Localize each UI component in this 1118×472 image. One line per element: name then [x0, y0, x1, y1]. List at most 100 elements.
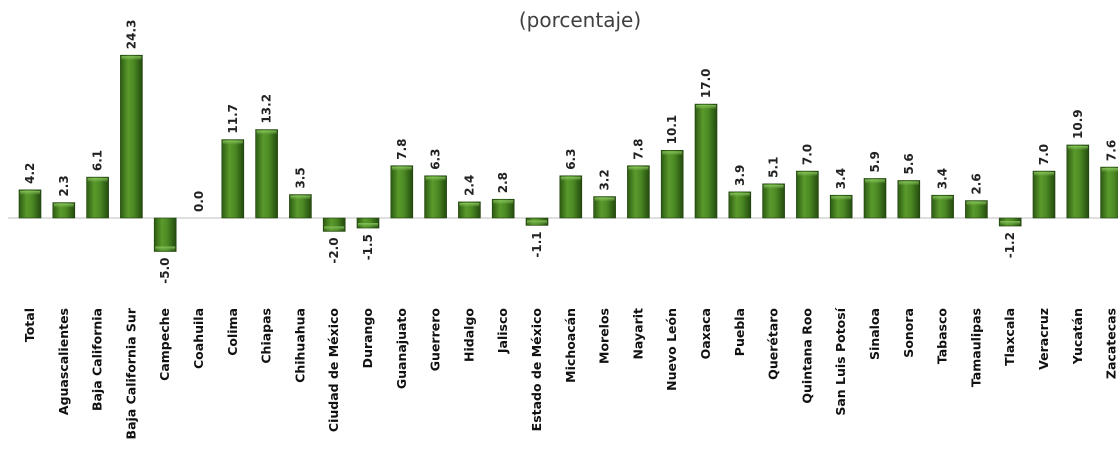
bar-highlight [459, 202, 480, 207]
value-label: 11.7 [226, 104, 240, 134]
bar-highlight [53, 203, 74, 208]
category-label: Baja California [90, 308, 105, 411]
bar [593, 196, 616, 219]
bar-group: 10.1 Nuevo León [660, 115, 684, 391]
bar-highlight [628, 166, 649, 171]
value-label: 24.3 [124, 20, 138, 50]
bar [796, 170, 819, 219]
bar [289, 194, 312, 219]
bar-group: -1.5 Durango [356, 217, 380, 369]
value-label: 6.3 [564, 149, 578, 170]
bar-group: 11.7 Colima [221, 104, 245, 356]
bar-highlight [358, 223, 378, 228]
value-label: 2.3 [57, 175, 71, 196]
value-label: 3.5 [293, 167, 307, 188]
category-label: Ciudad de México [326, 308, 341, 432]
category-label: Chihuahua [292, 308, 307, 383]
bar [1032, 170, 1056, 219]
bar-highlight [1101, 168, 1118, 173]
bar [255, 129, 278, 219]
category-label: Sinaloa [867, 308, 882, 360]
bar-highlight [391, 166, 412, 171]
value-label: 7.0 [1037, 144, 1051, 165]
category-label: Nuevo León [664, 308, 679, 391]
bar-group: 13.2 Chiapas [255, 94, 278, 364]
value-label: 3.4 [936, 168, 950, 189]
bar-highlight [256, 130, 277, 135]
value-label: 17.0 [699, 68, 713, 98]
category-label: Nayarit [630, 308, 645, 360]
category-label: Sonora [901, 308, 916, 358]
bar-group: 7.8 Guanajuato [390, 138, 414, 390]
bar-highlight [662, 151, 683, 156]
bar-highlight [560, 176, 581, 181]
bar-group: 2.8 Jalisco [491, 172, 515, 354]
bar [356, 217, 380, 229]
bar [86, 176, 109, 219]
bar-highlight [222, 140, 243, 145]
bar [863, 178, 887, 219]
bar-highlight [966, 201, 987, 206]
bar-highlight [831, 196, 852, 201]
bar [829, 194, 853, 219]
category-label: Guanajuato [394, 308, 409, 390]
value-label: 4.2 [23, 163, 37, 184]
category-label: Zacatecas [1104, 308, 1118, 379]
bar [694, 103, 718, 219]
category-label: Michoacán [563, 308, 578, 383]
category-label: Chiapas [259, 308, 274, 364]
bar [1066, 144, 1090, 219]
bar-group: 0.0 Coahuila [191, 191, 206, 369]
value-label: 7.8 [395, 138, 409, 159]
bar-highlight [1000, 221, 1021, 226]
value-label: 6.1 [91, 150, 105, 171]
category-label: Durango [360, 308, 375, 369]
bar [728, 191, 752, 219]
bar-highlight [121, 56, 142, 61]
bar-highlight [763, 184, 784, 189]
category-label: Baja California Sur [123, 307, 138, 439]
category-label: Tabasco [935, 308, 950, 365]
value-label: 5.6 [902, 153, 916, 174]
bar-highlight [425, 176, 446, 181]
category-label: Oaxaca [698, 308, 713, 359]
bar [1100, 166, 1118, 219]
bar-group: 6.3 Michoacán [559, 149, 583, 383]
category-label: Veracruz [1036, 308, 1051, 370]
bar [660, 150, 684, 219]
bar [120, 54, 143, 219]
bar-highlight [493, 200, 514, 205]
value-label: 2.6 [969, 173, 983, 194]
bar-highlight [324, 226, 345, 231]
bar-group: 7.8 Nayarit [627, 138, 650, 360]
bar-group: 7.0 Quintana Roo [796, 144, 819, 404]
category-label: Querétaro [766, 308, 781, 380]
bar-highlight [87, 178, 108, 183]
bar-group: 2.6 Tamaulipas [965, 173, 988, 387]
bar-highlight [1067, 145, 1088, 150]
value-label: 10.9 [1071, 109, 1085, 139]
bar-group: 17.0 Oaxaca [694, 68, 718, 359]
category-label: Quintana Roo [799, 308, 814, 404]
bar-group: -5.0 Campeche [153, 217, 177, 381]
category-label: Yucatán [1070, 308, 1085, 365]
bar-group: 2.4 Hidalgo [458, 175, 481, 362]
value-label: 2.8 [496, 172, 510, 193]
value-label: 3.4 [834, 168, 848, 189]
bar-group: 3.5 Chihuahua [289, 167, 312, 383]
category-label: Coahuila [191, 308, 206, 369]
bar-highlight [1034, 172, 1054, 177]
bar [627, 165, 650, 219]
category-label: Tamaulipas [968, 308, 983, 387]
value-label: 13.2 [260, 94, 274, 124]
bar-group: 3.9 Puebla [728, 165, 752, 356]
category-label: Colima [225, 308, 240, 356]
bar-group: 5.1 Querétaro [762, 157, 785, 380]
bar [390, 165, 414, 219]
value-label: 3.9 [733, 165, 747, 186]
bar-group: -2.0 Ciudad de México [322, 217, 346, 432]
bar-group: 2.3 Aguascalientes [52, 175, 76, 415]
value-label: 7.6 [1105, 140, 1118, 161]
category-label: Total [22, 308, 37, 342]
value-label: 3.2 [598, 169, 612, 190]
